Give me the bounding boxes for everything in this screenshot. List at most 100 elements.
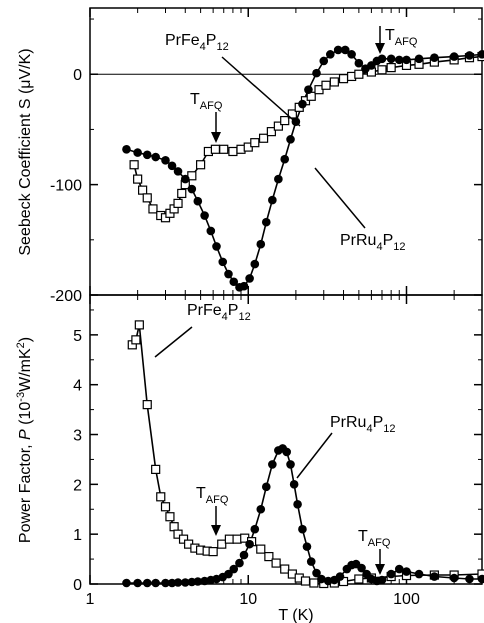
data-point-prfe4p12 xyxy=(131,335,141,345)
data-point-prru4p12 xyxy=(173,167,183,176)
data-point-prru4p12 xyxy=(229,277,239,287)
top-tafq-label-prru4p12: TAFQ xyxy=(385,27,418,48)
data-point-prru4p12 xyxy=(465,51,474,60)
bottom-series-label-prru4p12: PrRu4P12 xyxy=(330,414,396,435)
y-tick-label: 0 xyxy=(73,577,82,594)
data-point-prfe4p12 xyxy=(264,551,274,562)
data-point-prru4p12 xyxy=(312,68,321,78)
data-point-prru4p12 xyxy=(477,574,484,584)
data-point-prfe4p12 xyxy=(354,574,364,584)
data-point-prfe4p12 xyxy=(300,576,311,586)
data-point-prru4p12 xyxy=(402,55,411,65)
data-point-prru4p12 xyxy=(206,226,216,236)
data-point-prru4p12 xyxy=(394,55,404,65)
data-point-prru4p12 xyxy=(224,269,233,279)
data-point-prfe4p12 xyxy=(386,63,396,73)
data-point-prru4p12 xyxy=(354,58,364,68)
x-tick-label: 100 xyxy=(393,591,420,608)
data-point-prfe4p12 xyxy=(165,512,175,522)
data-point-prru4p12 xyxy=(256,504,266,514)
data-point-prru4p12 xyxy=(386,54,396,64)
data-point-prfe4p12 xyxy=(210,144,220,154)
data-point-prru4p12 xyxy=(187,184,197,194)
data-point-prfe4p12 xyxy=(138,185,148,195)
data-point-prru4p12 xyxy=(245,274,254,283)
data-point-prru4p12 xyxy=(319,56,329,66)
top-label-leader-prfe4p12 xyxy=(221,56,301,127)
data-point-prru4p12 xyxy=(286,135,295,144)
data-point-prfe4p12 xyxy=(338,74,349,84)
data-point-prfe4p12 xyxy=(354,69,364,79)
data-point-prru4p12 xyxy=(357,563,366,573)
data-point-prru4p12 xyxy=(261,482,271,492)
y-tick-label: 0 xyxy=(73,67,82,84)
data-point-prfe4p12 xyxy=(151,464,161,474)
bottom-tafq-label-prfe4p12: TAFQ xyxy=(196,485,229,506)
data-point-prru4p12 xyxy=(274,174,283,184)
data-point-prru4p12 xyxy=(298,524,307,534)
data-point-prfe4p12 xyxy=(266,127,276,137)
data-point-prfe4p12 xyxy=(329,77,339,87)
data-point-prru4p12 xyxy=(250,524,260,534)
top-panel: 0 -100 -200 Seebeck Coefficient S (μV/K) P… xyxy=(17,7,484,305)
data-point-prfe4p12 xyxy=(133,174,143,184)
y-tick-label: 2 xyxy=(73,477,82,494)
data-point-prru4p12 xyxy=(167,161,177,171)
bottom-marks xyxy=(122,320,484,589)
data-point-prfe4p12 xyxy=(156,492,166,502)
bottom-tafq-arrowhead-prfe4p12 xyxy=(211,525,221,536)
data-point-prru4p12 xyxy=(340,45,350,55)
top-marks xyxy=(122,45,484,292)
data-point-prru4p12 xyxy=(239,550,249,560)
bottom-series-label-prfe4p12: PrFe4P12 xyxy=(187,302,251,323)
bottom-label-leader-prru4p12 xyxy=(296,432,333,479)
data-point-prru4p12 xyxy=(256,239,266,249)
data-point-prru4p12 xyxy=(133,578,142,588)
bottom-label-leader-prfe4p12 xyxy=(154,326,193,358)
data-point-prru4p12 xyxy=(402,567,411,576)
data-point-prfe4p12 xyxy=(177,188,187,199)
data-point-prru4p12 xyxy=(239,281,249,291)
data-point-prru4p12 xyxy=(193,196,203,206)
data-point-prru4p12 xyxy=(302,542,312,551)
data-point-prru4p12 xyxy=(245,539,254,549)
data-point-prru4p12 xyxy=(282,447,292,457)
data-point-prru4p12 xyxy=(151,578,160,588)
data-point-prru4p12 xyxy=(133,148,142,157)
data-point-prru4p12 xyxy=(173,578,183,587)
data-point-prfe4p12 xyxy=(258,133,269,143)
data-point-prfe4p12 xyxy=(256,544,266,554)
top-series-label-prfe4p12: PrFe4P12 xyxy=(165,32,229,53)
data-point-prru4p12 xyxy=(286,460,295,469)
data-point-prfe4p12 xyxy=(169,522,179,532)
data-point-prru4p12 xyxy=(289,480,299,489)
data-point-prru4p12 xyxy=(142,150,152,160)
data-point-prru4p12 xyxy=(268,195,277,205)
data-point-prfe4p12 xyxy=(134,320,144,330)
data-point-prfe4p12 xyxy=(219,144,229,154)
data-point-prru4p12 xyxy=(449,52,459,61)
data-point-prru4p12 xyxy=(430,53,439,62)
data-point-prfe4p12 xyxy=(208,547,218,557)
data-point-prru4p12 xyxy=(193,577,203,586)
data-point-prru4p12 xyxy=(122,144,131,154)
data-point-prru4p12 xyxy=(312,568,321,578)
data-point-prru4p12 xyxy=(326,50,335,59)
data-point-prru4p12 xyxy=(306,557,316,566)
data-point-prfe4p12 xyxy=(142,193,152,203)
data-point-prfe4p12 xyxy=(129,160,139,170)
data-point-prfe4p12 xyxy=(287,109,297,119)
top-y-axis-title: Seebeck Coefficient S (μV/K) xyxy=(17,48,34,255)
data-point-prfe4p12 xyxy=(178,534,189,544)
data-point-prfe4p12 xyxy=(173,529,183,539)
x-tick-label: 1 xyxy=(86,591,95,608)
data-point-prfe4p12 xyxy=(217,539,227,549)
data-point-prfe4p12 xyxy=(280,564,290,574)
data-point-prfe4p12 xyxy=(160,502,171,512)
data-point-prru4p12 xyxy=(250,259,260,269)
data-point-prru4p12 xyxy=(122,578,131,588)
top-series-label-prru4p12: PrRu4P12 xyxy=(340,232,406,253)
data-point-prfe4p12 xyxy=(224,534,234,544)
data-point-prru4p12 xyxy=(235,558,244,568)
